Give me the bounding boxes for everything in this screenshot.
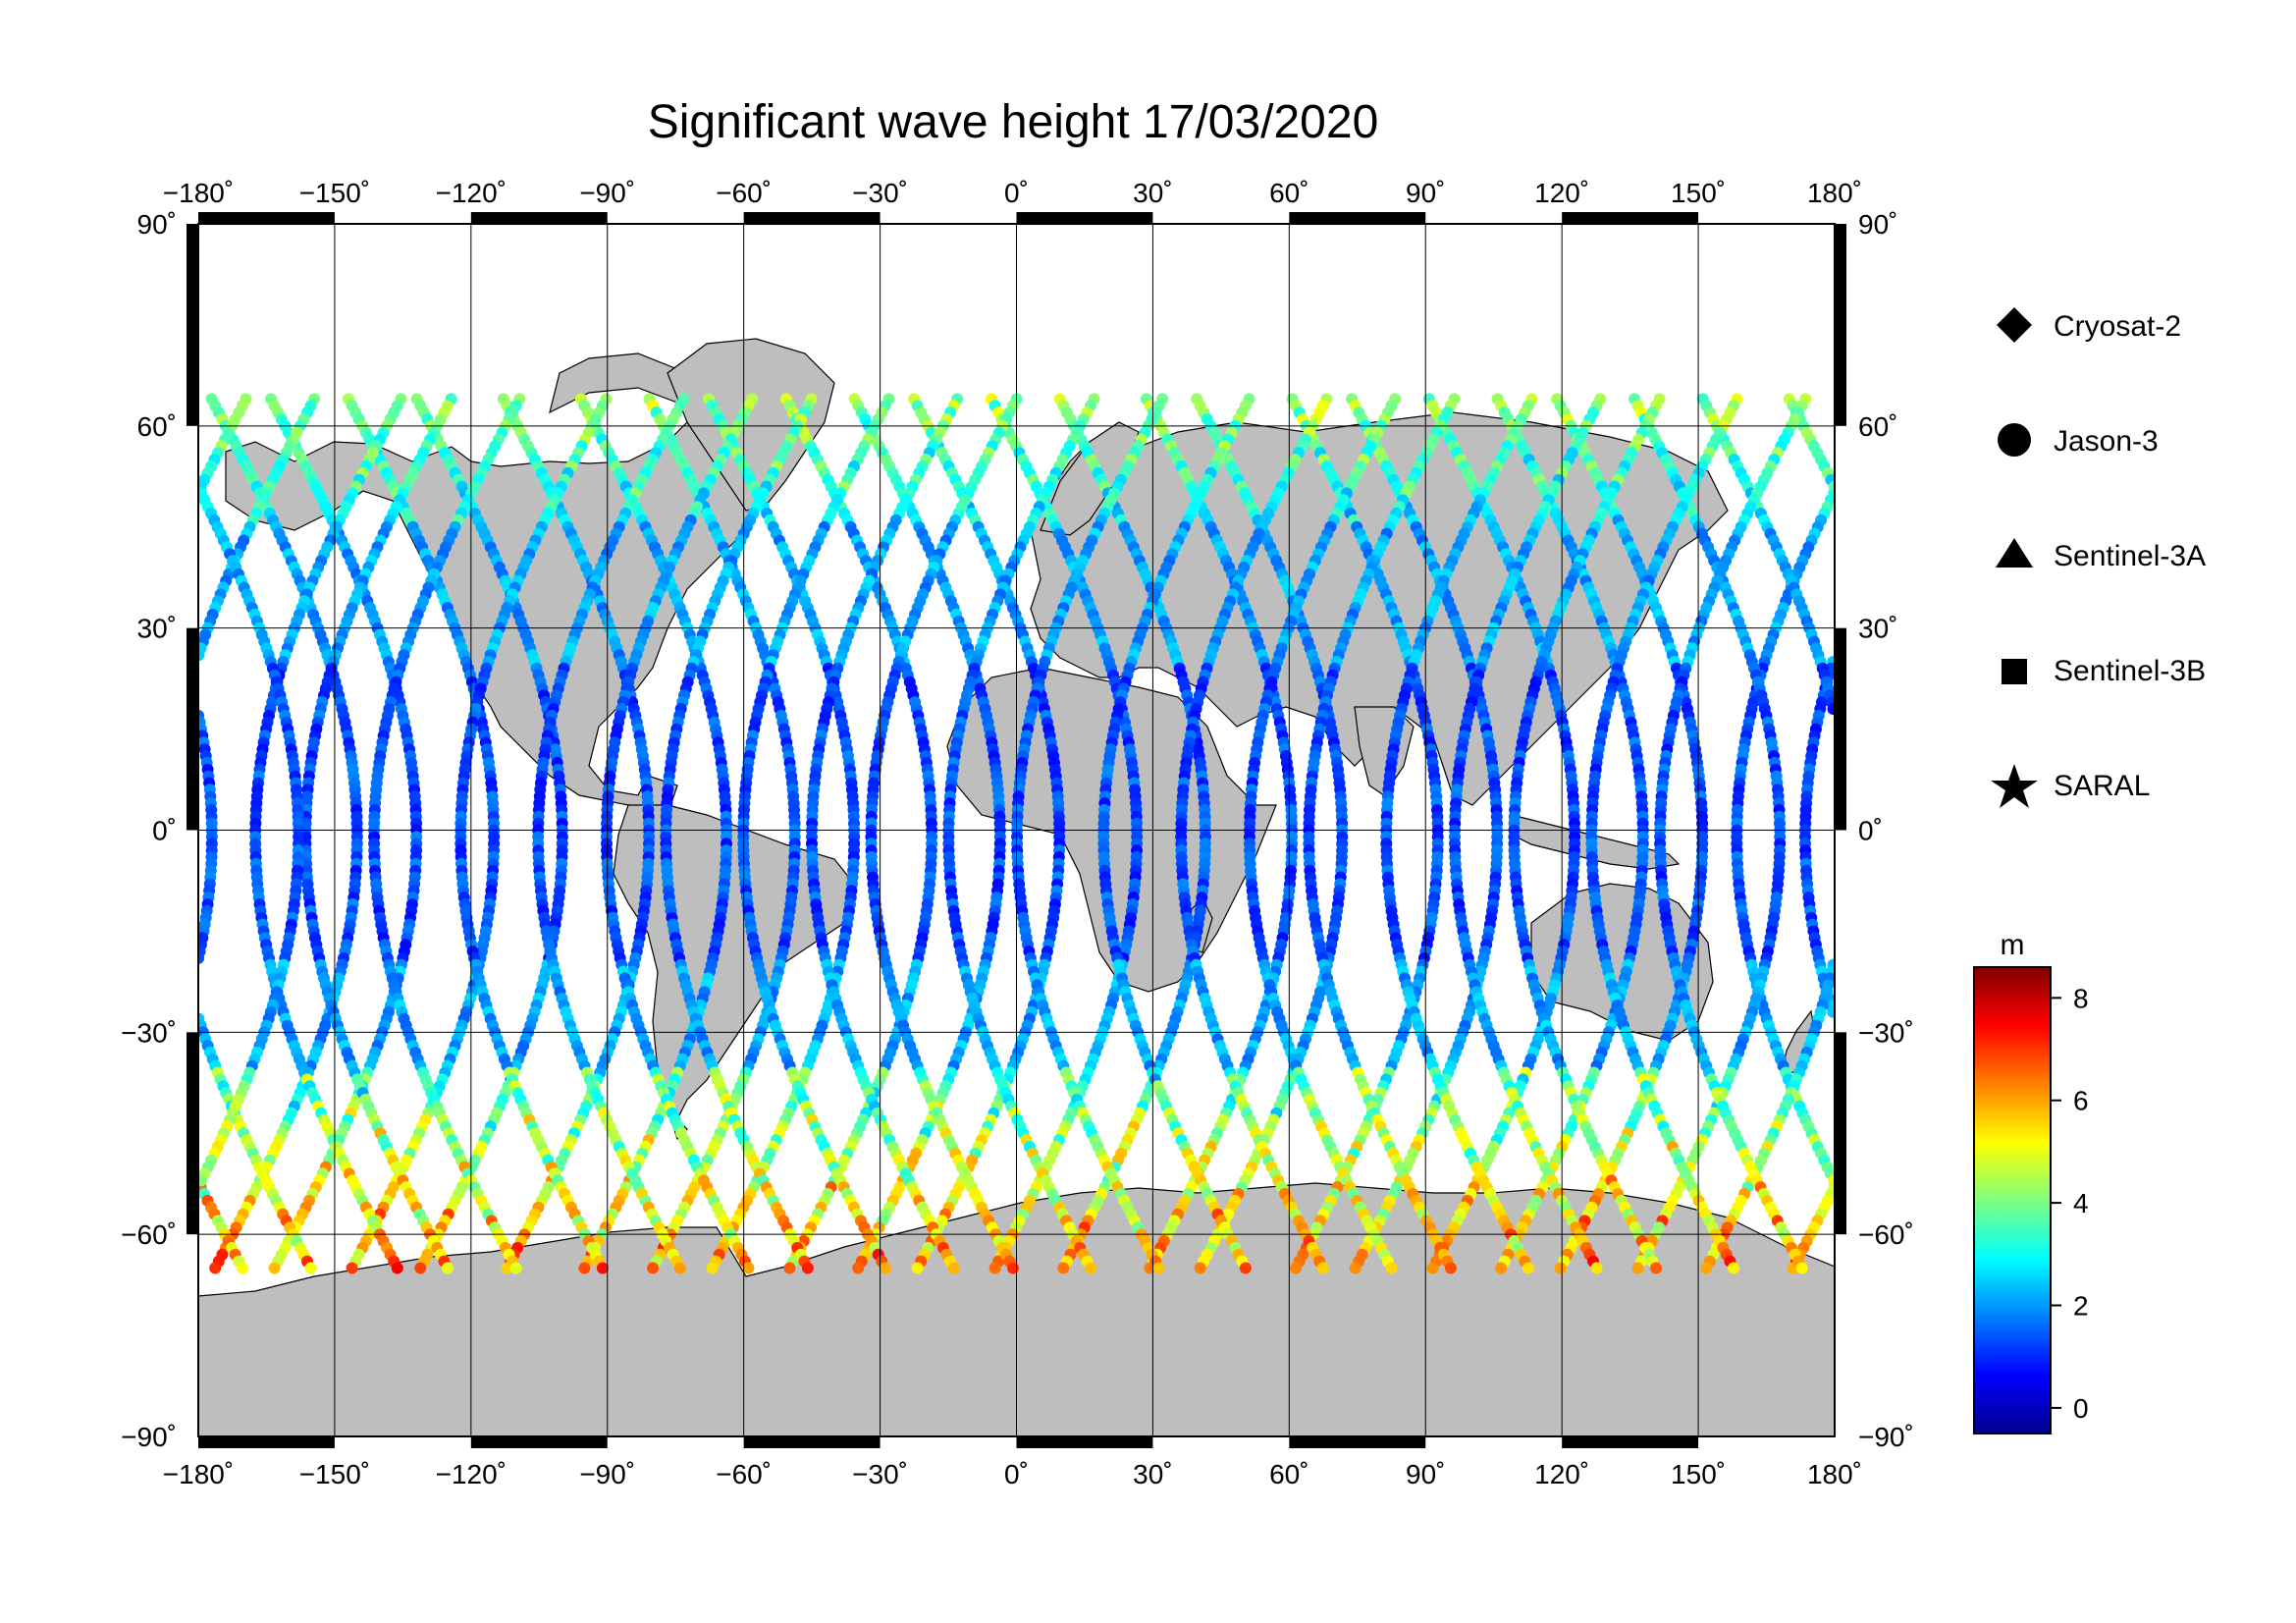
track-point [947,1262,960,1274]
track-point [1057,1262,1070,1274]
track-point [879,1262,891,1274]
track-point [1290,1262,1303,1274]
satellite-track-layer [198,393,1835,1274]
track-point [852,1262,865,1274]
track-point [1194,1262,1206,1274]
track-point [1007,1262,1019,1274]
track-point [1522,1262,1534,1274]
track-point [1426,1262,1439,1274]
track-point [236,1262,248,1274]
track-point [509,1262,522,1274]
track-point [1239,1262,1252,1274]
track-point [1085,1262,1096,1274]
track-point [801,1262,814,1274]
landmass-greenland [667,338,835,512]
track-point [346,1262,358,1274]
track-point [673,1262,686,1274]
track-point [304,1262,317,1274]
track-point [442,1262,454,1274]
track-point [1444,1262,1457,1274]
track-point [783,1262,796,1274]
track-point [1385,1262,1398,1274]
track-point [578,1262,591,1274]
track-point [911,1262,924,1274]
track-point [209,1262,222,1274]
map-title: Significant wave height 17/03/2020 [648,96,1379,148]
track-point [391,1262,403,1274]
track-point [742,1262,755,1274]
track-point [1827,1005,1835,1018]
track-point [1152,1262,1165,1274]
track-point [988,1262,1001,1274]
track-point [1495,1262,1508,1274]
track-point [268,1262,281,1274]
track-point [198,649,205,662]
track-point [1349,1262,1362,1274]
track-point [596,1262,609,1274]
track-point [706,1262,719,1274]
track-point [647,1262,660,1274]
track-point [414,1262,427,1274]
map-frame [187,212,1846,1448]
track-point [1316,1262,1329,1274]
